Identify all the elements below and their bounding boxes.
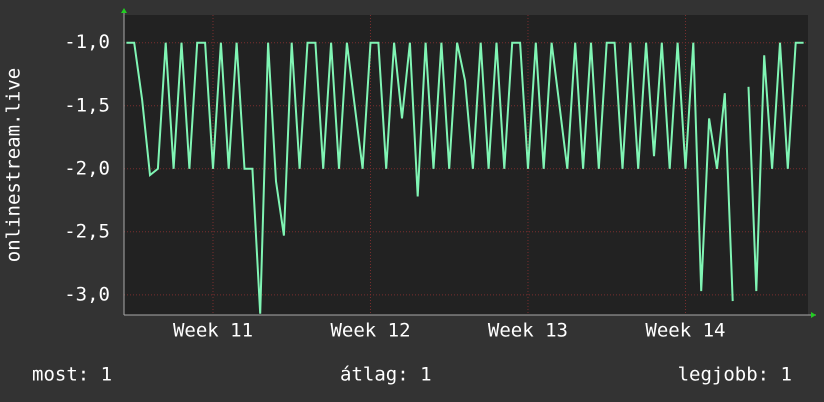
y-tick-label: -1,0 bbox=[64, 31, 110, 53]
x-arrow bbox=[811, 312, 816, 318]
y-arrow bbox=[121, 8, 127, 13]
y-tick-label: -2,5 bbox=[64, 220, 110, 242]
y-tick-label: -2,0 bbox=[64, 157, 110, 179]
x-tick-label: Week 14 bbox=[645, 320, 725, 342]
stat-best: legjobb: 1 bbox=[678, 364, 792, 386]
stat-now: most: 1 bbox=[32, 364, 112, 386]
y-axis-label: onlinestream.live bbox=[3, 68, 25, 262]
series-line bbox=[126, 41, 804, 314]
x-tick-label: Week 13 bbox=[488, 320, 568, 342]
y-tick-label: -1,5 bbox=[64, 94, 110, 116]
x-tick-label: Week 11 bbox=[173, 320, 253, 342]
x-tick-label: Week 12 bbox=[330, 320, 410, 342]
stat-average: átlag: 1 bbox=[340, 364, 432, 386]
y-tick-label: -3,0 bbox=[64, 283, 110, 305]
plot-area bbox=[124, 15, 808, 315]
